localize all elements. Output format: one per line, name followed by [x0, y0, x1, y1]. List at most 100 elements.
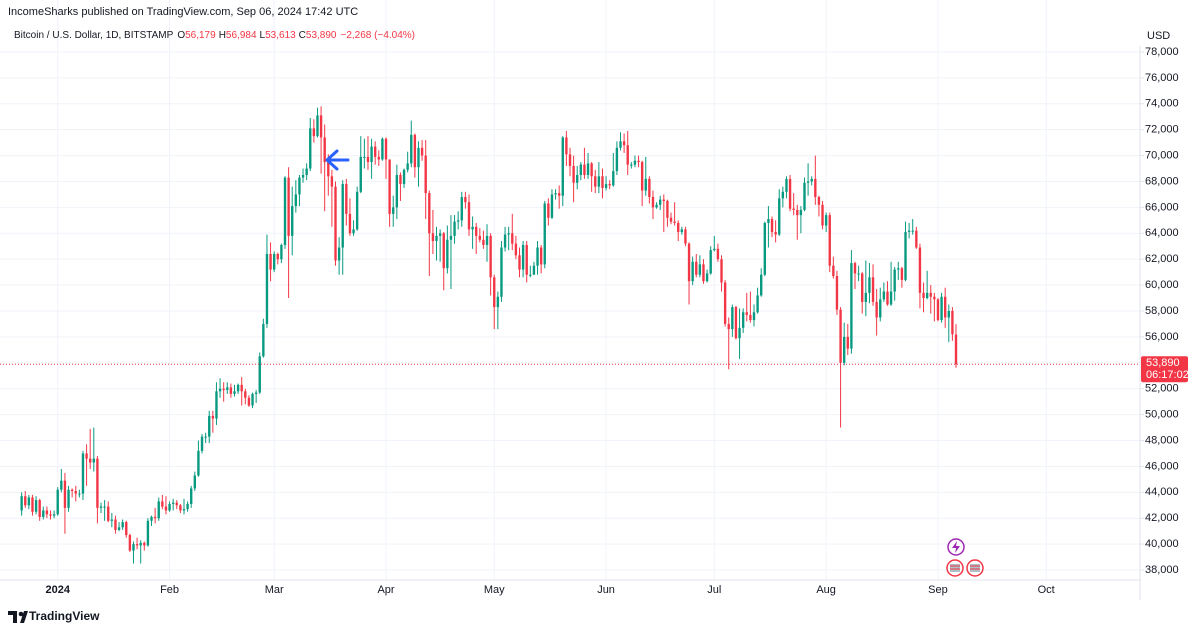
- candle-body: [897, 268, 900, 270]
- candle-body: [925, 292, 929, 299]
- candle-body: [287, 177, 290, 236]
- y-tick-label: 42,000: [1145, 512, 1179, 524]
- candle-body: [175, 502, 178, 506]
- candle-body: [637, 160, 640, 163]
- candle-body: [197, 450, 200, 476]
- candle-body: [319, 115, 323, 138]
- candle-body: [42, 510, 45, 517]
- candle-body: [384, 138, 388, 160]
- candle-body: [622, 141, 626, 146]
- candle-body: [146, 520, 150, 546]
- grid: [0, 0, 1140, 580]
- candle-body: [280, 244, 283, 260]
- candle-body: [464, 197, 467, 203]
- candle-body: [951, 310, 954, 335]
- candle-body: [211, 415, 215, 419]
- candle-body: [590, 163, 593, 177]
- logo: [8, 611, 28, 623]
- candle-body: [373, 146, 377, 157]
- y-tick-label: 46,000: [1145, 460, 1179, 472]
- candle-body: [388, 159, 391, 214]
- candle-body: [204, 436, 207, 438]
- candle-body: [824, 215, 828, 226]
- ohlc-key: L: [260, 30, 266, 41]
- candle-body: [420, 147, 424, 156]
- candle-body: [695, 261, 698, 275]
- candle-body: [103, 506, 106, 508]
- candle-body: [882, 291, 886, 300]
- candle-body: [943, 296, 947, 318]
- ohlc-value: 56,984: [226, 30, 257, 41]
- y-tick-label: 74,000: [1145, 98, 1179, 110]
- candle-body: [496, 296, 500, 308]
- candle-body: [810, 178, 813, 182]
- candle-body: [511, 233, 514, 244]
- x-tick-label: Jul: [707, 584, 721, 596]
- event-icon[interactable]: [947, 538, 965, 556]
- candle-body: [648, 178, 651, 198]
- candle-body: [536, 247, 539, 266]
- candle-body: [417, 147, 420, 168]
- event-icon[interactable]: [966, 559, 984, 577]
- candle-body: [947, 310, 950, 318]
- candle-body: [586, 163, 590, 175]
- candle-body: [247, 397, 251, 406]
- candle-body: [954, 334, 958, 365]
- candle-body: [669, 217, 673, 222]
- y-tick-label: 62,000: [1145, 253, 1179, 265]
- symbol-header: Bitcoin / U.S. Dollar, 1D, BITSTAMP O56,1…: [14, 30, 415, 41]
- candle-body: [236, 384, 240, 392]
- candle-body: [233, 391, 236, 394]
- candle-body: [298, 177, 301, 195]
- candle-body: [337, 247, 341, 261]
- candle-body: [493, 277, 496, 308]
- x-tick-label: Apr: [377, 584, 394, 596]
- candle-body: [395, 174, 399, 208]
- y-tick-label: 70,000: [1145, 149, 1179, 161]
- candle-body: [630, 164, 633, 166]
- candle-body: [861, 273, 864, 302]
- candle-body: [424, 155, 427, 194]
- candle-body: [208, 415, 211, 437]
- candle-body: [92, 458, 95, 463]
- candle-body: [200, 436, 204, 451]
- candle-body: [774, 231, 777, 235]
- candle-body: [262, 323, 265, 357]
- candle-body: [745, 312, 748, 315]
- candle-body: [868, 277, 871, 293]
- candle-body: [583, 164, 586, 175]
- y-tick-label: 38,000: [1145, 564, 1179, 576]
- candle-body: [543, 203, 546, 265]
- candle-body: [673, 221, 676, 223]
- candle-body: [301, 174, 305, 178]
- candle-body: [366, 156, 370, 163]
- candle-body: [431, 233, 435, 242]
- candles: [20, 106, 958, 564]
- candle-body: [806, 181, 810, 183]
- candle-body: [532, 265, 536, 275]
- change: −2,268 (−4.04%): [341, 30, 416, 41]
- candle-body: [125, 522, 128, 536]
- candle-body: [655, 204, 658, 208]
- candle-body: [684, 229, 687, 244]
- candle-body: [518, 255, 521, 270]
- candle-body: [49, 514, 52, 516]
- y-tick-label: 58,000: [1145, 305, 1179, 317]
- currency-label: USD: [1147, 30, 1170, 42]
- candle-body: [756, 295, 759, 313]
- candle-body: [752, 312, 756, 321]
- candle-body: [644, 178, 647, 191]
- candle-body: [915, 230, 918, 248]
- candle-body: [911, 230, 914, 232]
- candle-body: [821, 204, 824, 226]
- candle-body: [157, 501, 160, 519]
- candle-body: [193, 475, 197, 489]
- candle-body: [161, 501, 164, 507]
- candle-body: [594, 176, 597, 187]
- candle-body: [482, 239, 485, 245]
- candle-body: [705, 273, 709, 282]
- event-icon[interactable]: [946, 559, 964, 577]
- y-tick-label: 72,000: [1145, 124, 1179, 136]
- candle-body: [741, 312, 745, 328]
